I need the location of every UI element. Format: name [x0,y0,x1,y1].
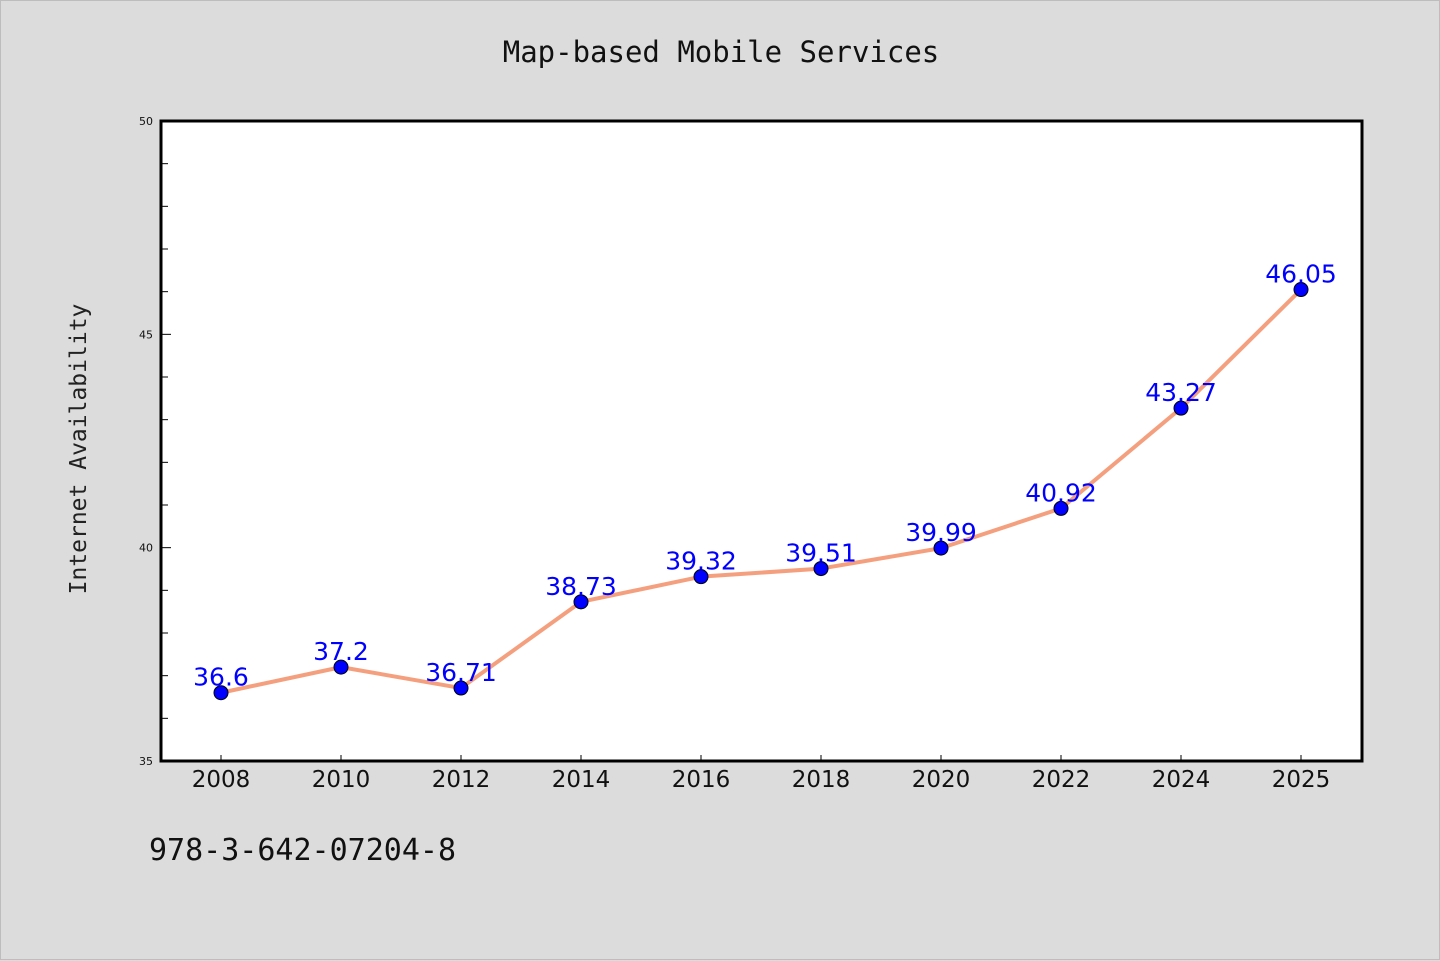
data-labels-group: 36.6 37.2 36.71 38.73 39.32 39.51 39.99 40.92 43… [193,260,1337,692]
data-label: 38.73 [545,572,617,601]
x-tick-label: 2024 [1152,767,1211,793]
series-line-group [213,282,1309,701]
x-tick-label: 2022 [1032,767,1091,793]
data-point [333,659,349,675]
data-label: 46.05 [1265,260,1337,289]
data-point [213,685,229,701]
x-tick-label: 2016 [672,767,731,793]
y-tick-label: 50 [139,115,153,128]
data-point [573,594,589,610]
data-point [1293,282,1309,298]
data-label: 40.92 [1025,478,1097,507]
footer-code: 978-3-642-07204-8 [149,833,457,868]
plot-frame [159,119,1364,763]
x-tick-label: 2018 [792,767,851,793]
x-tick-label: 2010 [312,767,371,793]
data-point [693,569,709,585]
data-label: 43.27 [1145,378,1217,407]
data-label: 36.6 [193,663,249,692]
chart-title: Map-based Mobile Services [502,35,940,69]
x-tick-label: 2014 [552,767,611,793]
data-label: 39.99 [905,518,977,547]
x-tick-label: 2012 [432,767,491,793]
x-tick-label: 2025 [1272,767,1331,793]
series-line [219,287,1303,695]
data-point [1053,500,1069,516]
data-label: 39.51 [785,539,857,568]
data-label: 36.71 [425,658,497,687]
data-point [933,540,949,556]
y-axis-ticks: 35 40 45 50 [139,115,171,768]
data-point [1173,400,1189,416]
y-tick-label: 45 [139,328,153,341]
y-tick-label: 40 [139,542,153,555]
data-point [453,680,469,696]
x-tick-label: 2020 [912,767,971,793]
data-label: 37.2 [313,637,369,666]
y-tick-label: 35 [139,755,153,768]
data-point [813,561,829,577]
data-label: 39.32 [665,547,737,576]
x-axis-ticks: 2008 2010 2012 2014 2016 2018 2020 2022 2024 2025 [192,755,1331,793]
x-tick-label: 2008 [192,767,251,793]
